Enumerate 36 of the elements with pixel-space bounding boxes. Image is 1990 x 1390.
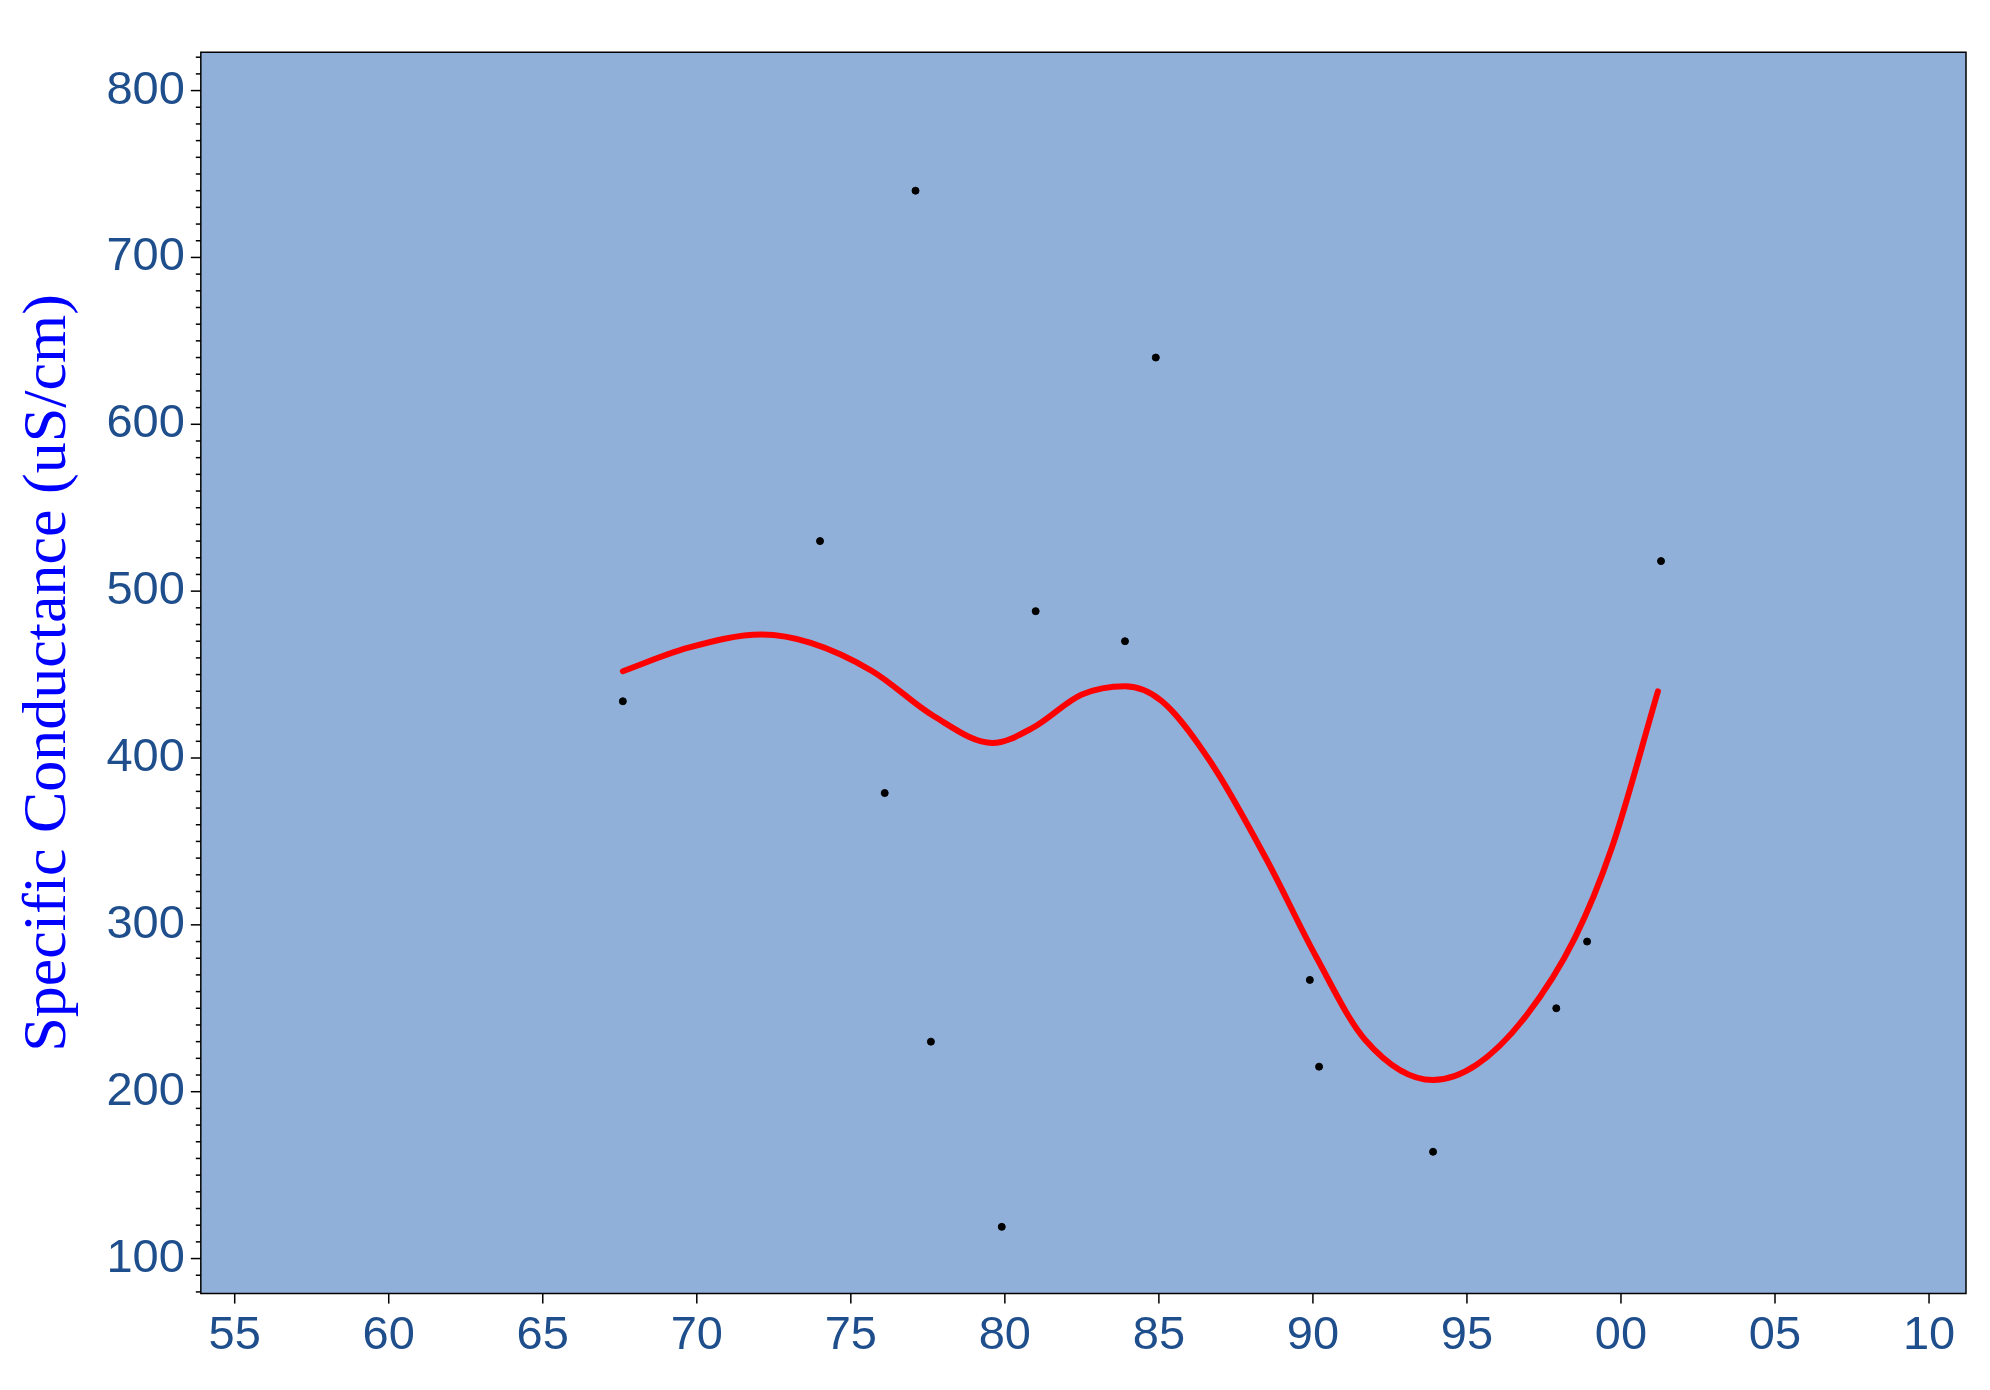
y-tick-label: 600 [106, 394, 185, 448]
x-tick-label: 65 [516, 1305, 569, 1359]
point [880, 789, 889, 798]
point [926, 1037, 935, 1046]
point [1031, 607, 1040, 616]
x-tick-label: 90 [1286, 1305, 1340, 1359]
y-tick-label: 200 [106, 1061, 185, 1115]
point [1552, 1004, 1561, 1013]
y-axis-title: Specific Conductance (uS/cm) [10, 294, 80, 1052]
x-tick-label: 10 [1902, 1305, 1956, 1359]
y-tick-label: 800 [106, 60, 185, 114]
x-tick-label: 85 [1132, 1305, 1186, 1359]
y-tick-label: 300 [106, 894, 185, 948]
point [618, 697, 627, 706]
x-tick-label: 05 [1748, 1305, 1802, 1359]
point [1429, 1147, 1438, 1156]
y-tick-label: 500 [106, 561, 185, 615]
point [911, 186, 920, 195]
y-tick-label: 400 [106, 727, 185, 781]
point [1151, 353, 1160, 362]
x-tick-label: 70 [670, 1305, 723, 1359]
point [1315, 1062, 1324, 1071]
x-tick-label: 55 [208, 1305, 261, 1359]
point [1305, 975, 1314, 984]
point [816, 537, 825, 546]
y-tick-label: 100 [106, 1228, 185, 1282]
point [997, 1222, 1006, 1231]
x-tick-label: 95 [1440, 1305, 1494, 1359]
x-tick-label: 80 [978, 1305, 1031, 1359]
point [1657, 557, 1666, 566]
x-tick-label: 00 [1594, 1305, 1648, 1359]
y-tick-label: 700 [106, 227, 185, 281]
x-tick-label: 75 [824, 1305, 877, 1359]
x-tick-label: 60 [362, 1305, 415, 1359]
point [1583, 937, 1592, 946]
point [1121, 637, 1129, 646]
